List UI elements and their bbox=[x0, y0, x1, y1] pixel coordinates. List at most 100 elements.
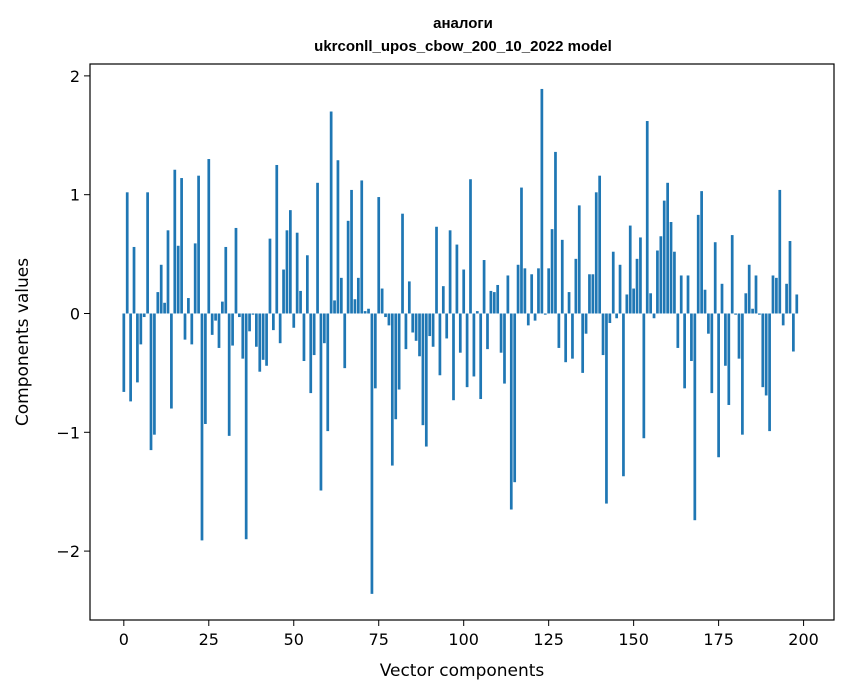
bar-88 bbox=[421, 313, 425, 426]
bar-140 bbox=[598, 175, 602, 314]
bar-103 bbox=[472, 313, 476, 377]
bar-90 bbox=[428, 313, 432, 337]
bar-187 bbox=[758, 313, 761, 315]
bar-81 bbox=[397, 313, 401, 390]
bar-130 bbox=[564, 313, 568, 363]
bar-54 bbox=[305, 255, 309, 314]
bar-106 bbox=[482, 260, 486, 314]
bar-12 bbox=[163, 302, 166, 314]
bar-129 bbox=[560, 239, 564, 314]
bar-34 bbox=[238, 313, 241, 318]
bar-5 bbox=[139, 313, 143, 345]
y-tick-label: −2 bbox=[56, 542, 80, 561]
bar-47 bbox=[282, 269, 285, 314]
bar-136 bbox=[584, 313, 588, 334]
bar-143 bbox=[608, 313, 612, 323]
y-axis-label: Components values bbox=[13, 258, 33, 426]
bar-87 bbox=[418, 313, 421, 357]
bar-62 bbox=[333, 300, 336, 314]
bar-31 bbox=[227, 313, 231, 436]
bar-179 bbox=[730, 235, 734, 314]
x-tick-label: 25 bbox=[199, 630, 219, 649]
bar-165 bbox=[683, 313, 686, 389]
y-tick-label: 0 bbox=[70, 304, 80, 323]
bar-188 bbox=[761, 313, 765, 388]
bar-38 bbox=[251, 313, 255, 315]
bar-91 bbox=[431, 313, 435, 347]
bar-180 bbox=[734, 313, 737, 315]
bar-80 bbox=[394, 313, 398, 420]
bar-83 bbox=[404, 313, 408, 350]
bar-121 bbox=[533, 313, 537, 321]
bar-148 bbox=[625, 294, 629, 314]
bar-46 bbox=[278, 313, 282, 344]
y-tick-label: 1 bbox=[70, 186, 80, 205]
bar-60 bbox=[326, 313, 330, 432]
bar-123 bbox=[540, 88, 544, 314]
bar-107 bbox=[486, 313, 489, 350]
bar-24 bbox=[204, 313, 207, 424]
bar-135 bbox=[581, 313, 585, 373]
bar-86 bbox=[414, 313, 418, 341]
bar-166 bbox=[686, 275, 690, 314]
bar-158 bbox=[659, 236, 663, 314]
bar-33 bbox=[234, 227, 238, 314]
bar-76 bbox=[380, 288, 384, 314]
bar-22 bbox=[197, 175, 200, 314]
bar-100 bbox=[462, 269, 466, 314]
bar-64 bbox=[339, 277, 343, 314]
bar-57 bbox=[316, 182, 319, 314]
x-tick-label: 100 bbox=[448, 630, 479, 649]
bar-178 bbox=[727, 313, 731, 405]
bar-23 bbox=[200, 313, 204, 541]
bar-162 bbox=[673, 251, 676, 314]
bar-169 bbox=[696, 214, 700, 314]
bar-137 bbox=[588, 274, 591, 314]
x-tick-label: 75 bbox=[369, 630, 389, 649]
bar-6 bbox=[142, 313, 146, 318]
bar-170 bbox=[700, 191, 703, 314]
bar-67 bbox=[350, 189, 353, 314]
bar-193 bbox=[778, 189, 782, 314]
bar-156 bbox=[652, 313, 656, 319]
bar-175 bbox=[717, 313, 720, 458]
bar-126 bbox=[550, 229, 554, 314]
bar-157 bbox=[656, 250, 659, 314]
bar-50 bbox=[292, 313, 296, 328]
bar-112 bbox=[503, 313, 506, 384]
bar-113 bbox=[506, 275, 510, 314]
bar-101 bbox=[465, 313, 469, 388]
bar-71 bbox=[363, 311, 367, 314]
chart-subtitle: ukrconll_upos_cbow_200_10_2022 model bbox=[314, 38, 612, 55]
bar-109 bbox=[492, 292, 496, 314]
bar-4 bbox=[136, 313, 139, 383]
bar-48 bbox=[285, 230, 289, 314]
bar-161 bbox=[669, 222, 673, 314]
bar-66 bbox=[346, 220, 350, 314]
bar-13 bbox=[166, 230, 170, 314]
bar-142 bbox=[605, 313, 608, 504]
bar-117 bbox=[520, 187, 523, 314]
bar-176 bbox=[720, 283, 724, 314]
bar-25 bbox=[207, 159, 211, 314]
bar-131 bbox=[567, 292, 571, 314]
bar-120 bbox=[530, 274, 534, 314]
bar-7 bbox=[146, 192, 149, 314]
bar-8 bbox=[149, 313, 153, 451]
bar-124 bbox=[543, 313, 547, 315]
bar-128 bbox=[557, 313, 561, 348]
bar-35 bbox=[241, 313, 245, 359]
bar-69 bbox=[356, 277, 360, 314]
chart-title: аналоги bbox=[433, 15, 493, 32]
bar-174 bbox=[713, 242, 717, 314]
bar-152 bbox=[639, 237, 642, 314]
bar-191 bbox=[771, 275, 775, 314]
bar-146 bbox=[618, 264, 622, 314]
bar-197 bbox=[792, 313, 795, 352]
bar-2 bbox=[129, 313, 132, 402]
bar-78 bbox=[387, 313, 391, 326]
bar-74 bbox=[373, 313, 377, 389]
bar-163 bbox=[676, 313, 680, 348]
bar-17 bbox=[180, 178, 183, 314]
